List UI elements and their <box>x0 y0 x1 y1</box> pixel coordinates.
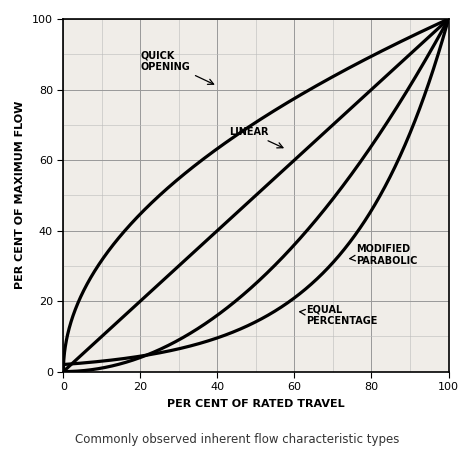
Text: MODIFIED
PARABOLIC: MODIFIED PARABOLIC <box>350 244 418 266</box>
Y-axis label: PER CENT OF MAXIMUM FLOW: PER CENT OF MAXIMUM FLOW <box>15 101 25 290</box>
Text: EQUAL
PERCENTAGE: EQUAL PERCENTAGE <box>300 304 377 326</box>
Text: QUICK
OPENING: QUICK OPENING <box>140 51 214 84</box>
Text: Commonly observed inherent flow characteristic types: Commonly observed inherent flow characte… <box>75 433 399 446</box>
X-axis label: PER CENT OF RATED TRAVEL: PER CENT OF RATED TRAVEL <box>167 399 345 409</box>
Text: LINEAR: LINEAR <box>229 127 283 148</box>
